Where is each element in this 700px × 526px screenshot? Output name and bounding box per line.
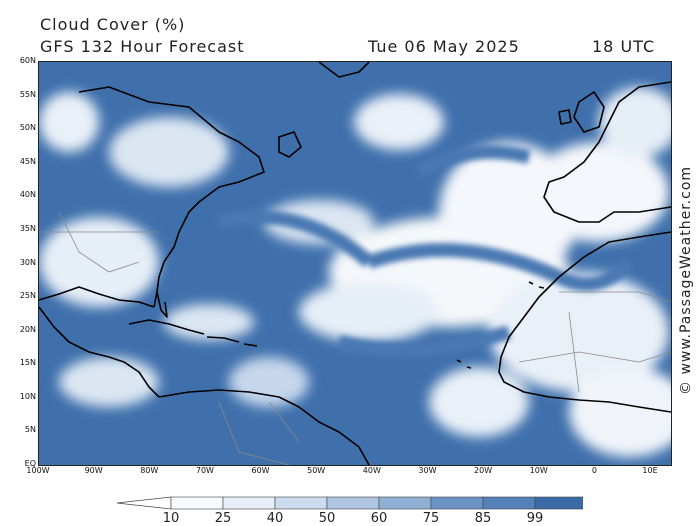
lon-tick-label: 50W bbox=[307, 466, 326, 475]
map-canvas bbox=[39, 62, 671, 465]
coastlines bbox=[39, 62, 671, 465]
scale-swatch bbox=[274, 496, 328, 510]
scale-min-arrow bbox=[117, 496, 172, 510]
scale-value-label: 50 bbox=[318, 511, 336, 526]
lat-tick-label: EQ bbox=[24, 459, 36, 468]
clear-sky-areas bbox=[39, 87, 671, 457]
scale-value-label: 40 bbox=[266, 511, 284, 526]
scale-value-label: 99 bbox=[526, 511, 544, 526]
scale-swatch bbox=[378, 496, 432, 510]
scale-value-label: 10 bbox=[162, 511, 180, 526]
lon-tick-label: 40W bbox=[362, 466, 381, 475]
color-scale-bar bbox=[117, 496, 583, 510]
lat-tick-label: 55N bbox=[19, 89, 36, 99]
scale-swatch bbox=[170, 496, 224, 510]
lat-tick-label: 30N bbox=[19, 257, 36, 267]
lon-tick-label: 20W bbox=[474, 466, 493, 475]
lat-tick-label: 40N bbox=[19, 190, 36, 200]
scale-value-label: 25 bbox=[214, 511, 232, 526]
lon-tick-label: 0 bbox=[591, 466, 597, 475]
lon-tick-label: 30W bbox=[418, 466, 437, 475]
lat-tick-label: 15N bbox=[19, 358, 36, 368]
forecast-subtitle: GFS 132 Hour Forecast bbox=[40, 37, 245, 56]
scale-swatch bbox=[222, 496, 276, 510]
lat-tick-label: 35N bbox=[19, 223, 36, 233]
scale-swatch bbox=[534, 496, 583, 510]
scale-value-label: 85 bbox=[474, 511, 492, 526]
forecast-date: Tue 06 May 2025 bbox=[368, 37, 520, 56]
map-title: Cloud Cover (%) bbox=[40, 15, 186, 34]
lat-tick-label: 60N bbox=[19, 56, 36, 65]
lon-tick-label: 10W bbox=[529, 466, 548, 475]
lat-tick-label: 25N bbox=[19, 291, 36, 301]
lon-tick-label: 80W bbox=[140, 466, 159, 475]
forecast-time: 18 UTC bbox=[592, 37, 656, 56]
scale-swatch bbox=[430, 496, 484, 510]
scale-swatch bbox=[482, 496, 536, 510]
scale-value-label: 75 bbox=[422, 511, 440, 526]
country-borders bbox=[39, 211, 671, 465]
cloud-cover-map bbox=[38, 61, 672, 466]
scale-swatch bbox=[326, 496, 380, 510]
credit-text: © www.PassageWeather.com bbox=[678, 165, 694, 395]
scale-value-label: 60 bbox=[370, 511, 388, 526]
lon-tick-label: 100W bbox=[26, 466, 50, 475]
cloud-bands bbox=[217, 145, 635, 357]
lon-tick-label: 90W bbox=[84, 466, 103, 475]
lat-tick-label: 5N bbox=[24, 425, 36, 435]
lon-tick-label: 60W bbox=[251, 466, 270, 475]
lat-tick-label: 45N bbox=[19, 156, 36, 166]
lat-tick-label: 20N bbox=[19, 324, 36, 334]
lat-tick-label: 10N bbox=[19, 391, 36, 401]
lon-tick-label: 70W bbox=[195, 466, 214, 475]
lon-tick-label: 10E bbox=[642, 466, 658, 475]
lat-tick-label: 50N bbox=[19, 123, 36, 133]
